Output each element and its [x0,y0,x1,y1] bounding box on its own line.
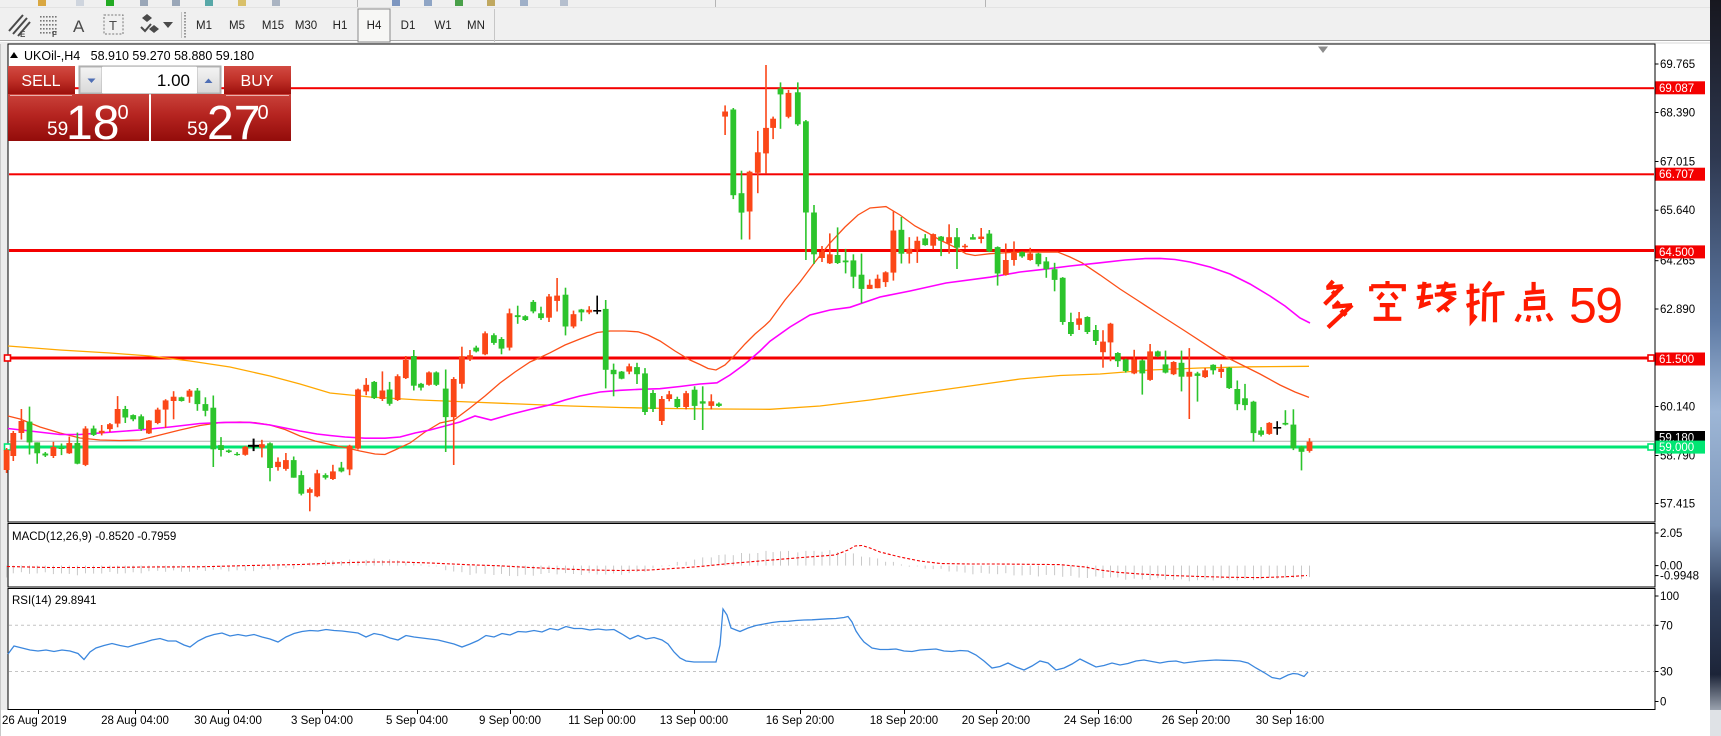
svg-text:100: 100 [1660,591,1679,603]
svg-text:59: 59 [47,119,68,140]
svg-text:30: 30 [1660,667,1673,679]
svg-text:MACD(12,26,9) -0.8520 -0.7959: MACD(12,26,9) -0.8520 -0.7959 [12,531,176,543]
svg-text:T: T [109,18,117,33]
svg-text:30 Sep 16:00: 30 Sep 16:00 [1256,715,1324,727]
svg-text:69.765: 69.765 [1660,59,1695,71]
svg-text:5 Sep 04:00: 5 Sep 04:00 [386,715,448,727]
svg-text:UKOil-,H4 58.910 59.270 58.8: UKOil-,H4 58.910 59.270 58.880 59.180 [24,49,254,63]
svg-text:0.00: 0.00 [1660,561,1682,573]
svg-text:1.00: 1.00 [157,71,190,90]
svg-text:F: F [52,30,57,39]
svg-text:M30: M30 [295,20,317,32]
svg-text:M15: M15 [262,20,284,32]
svg-text:27: 27 [207,97,260,150]
svg-text:66.707: 66.707 [1659,169,1694,181]
svg-text:-0.9948: -0.9948 [1660,571,1699,583]
svg-text:61.500: 61.500 [1659,354,1694,366]
svg-text:20 Sep 20:00: 20 Sep 20:00 [962,715,1030,727]
svg-text:0: 0 [1660,697,1666,709]
svg-text:69.087: 69.087 [1659,83,1694,95]
svg-text:67.015: 67.015 [1660,157,1695,169]
svg-text:SELL: SELL [21,73,60,90]
svg-text:0: 0 [258,102,269,124]
svg-text:59: 59 [187,119,208,140]
svg-text:3 Sep 04:00: 3 Sep 04:00 [291,715,353,727]
svg-text:60.140: 60.140 [1660,402,1695,414]
svg-text:BUY: BUY [241,73,274,90]
svg-text:64.265: 64.265 [1660,256,1695,268]
svg-text:70: 70 [1660,620,1673,632]
svg-text:57.415: 57.415 [1660,499,1695,511]
svg-text:28 Aug 04:00: 28 Aug 04:00 [101,715,169,727]
svg-text:RSI(14) 29.8941: RSI(14) 29.8941 [12,595,96,607]
svg-text:0: 0 [118,102,129,124]
svg-text:24 Sep 16:00: 24 Sep 16:00 [1064,715,1132,727]
svg-text:30 Aug 04:00: 30 Aug 04:00 [194,715,262,727]
svg-text:M5: M5 [229,20,245,32]
svg-text:59: 59 [1569,278,1623,334]
svg-text:68.390: 68.390 [1660,108,1695,120]
svg-text:65.640: 65.640 [1660,205,1695,217]
svg-text:H4: H4 [367,20,382,32]
svg-text:MN: MN [467,20,485,32]
svg-text:11 Sep 00:00: 11 Sep 00:00 [568,715,636,727]
svg-text:W1: W1 [434,20,451,32]
svg-text:18 Sep 20:00: 18 Sep 20:00 [870,715,938,727]
svg-text:26 Sep 20:00: 26 Sep 20:00 [1162,715,1230,727]
svg-text:D1: D1 [401,20,416,32]
svg-text:2.05: 2.05 [1660,528,1682,540]
svg-text:64.500: 64.500 [1659,247,1694,259]
svg-text:E: E [20,30,26,39]
svg-text:H1: H1 [333,20,348,32]
svg-text:59.000: 59.000 [1659,442,1694,454]
svg-text:M1: M1 [196,20,212,32]
svg-text:A: A [73,17,85,36]
svg-text:62.890: 62.890 [1660,304,1695,316]
svg-text:13 Sep 00:00: 13 Sep 00:00 [660,715,728,727]
svg-text:9 Sep 00:00: 9 Sep 00:00 [479,715,541,727]
svg-text:18: 18 [66,97,119,150]
svg-text:16 Sep 20:00: 16 Sep 20:00 [766,715,834,727]
svg-text:26 Aug 2019: 26 Aug 2019 [2,715,67,727]
